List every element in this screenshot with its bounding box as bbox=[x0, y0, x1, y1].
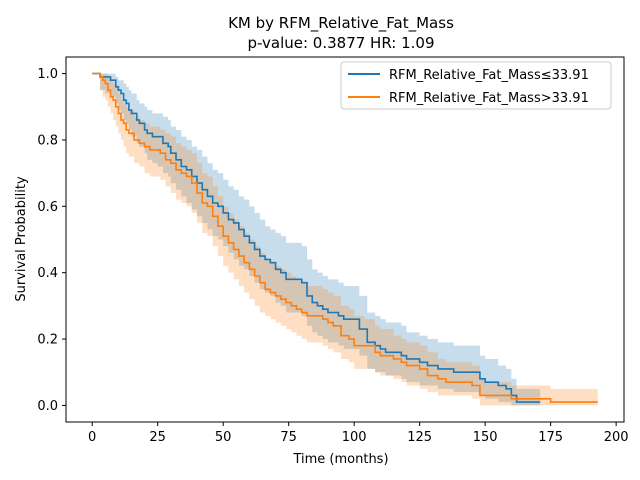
plot-area: 0 25 50 75 100 125 150 175 200 0.0 0.2 0.4 0.6 0.8 1.0 bbox=[37, 56, 629, 445]
x-tick-label: 25 bbox=[149, 430, 166, 445]
y-tick-label: 0.0 bbox=[37, 399, 58, 414]
legend-label-low: RFM_Relative_Fat_Mass≤33.91 bbox=[389, 68, 589, 83]
survival-curve-series-0 bbox=[92, 72, 541, 403]
legend-label-high: RFM_Relative_Fat_Mass>33.91 bbox=[389, 91, 589, 106]
x-tick-label: 150 bbox=[473, 430, 498, 445]
x-tick-label: 200 bbox=[604, 430, 629, 445]
y-tick-label: 0.6 bbox=[37, 200, 58, 215]
x-tick-label: 100 bbox=[342, 430, 367, 445]
y-tick-label: 0.2 bbox=[37, 333, 58, 348]
ci-band-series-1 bbox=[92, 73, 598, 406]
x-tick-label: 125 bbox=[407, 430, 432, 445]
x-tick-label: 75 bbox=[280, 430, 297, 445]
ci-band-series-0 bbox=[92, 73, 541, 406]
survival-curve-series-1 bbox=[92, 72, 598, 403]
x-tick-label: 0 bbox=[88, 430, 96, 445]
x-tick-label: 175 bbox=[538, 430, 563, 445]
y-tick-label: 1.0 bbox=[37, 67, 58, 82]
chart-title: KM by RFM_Relative_Fat_Mass bbox=[228, 14, 454, 33]
x-axis-label: Time (months) bbox=[292, 452, 388, 467]
legend: RFM_Relative_Fat_Mass≤33.91 RFM_Relative… bbox=[340, 61, 612, 110]
legend-box bbox=[340, 61, 612, 110]
y-axis-label: Survival Probability bbox=[14, 176, 29, 302]
y-tick-label: 0.4 bbox=[37, 266, 58, 281]
axes-frame bbox=[65, 56, 625, 423]
chart-subtitle: p-value: 0.3877 HR: 1.09 bbox=[247, 34, 434, 52]
y-tick-label: 0.8 bbox=[37, 133, 58, 148]
x-tick-label: 50 bbox=[215, 430, 232, 445]
